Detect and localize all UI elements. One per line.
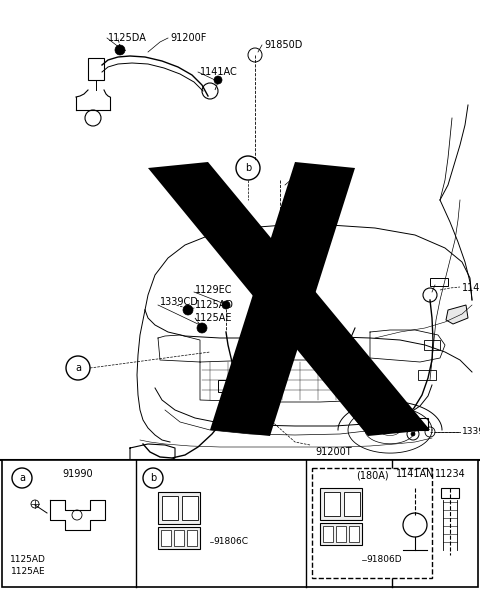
Text: 1141AC: 1141AC [200, 67, 238, 77]
Text: 91990: 91990 [63, 469, 93, 479]
Bar [162, 496, 178, 520]
Bar [174, 530, 184, 546]
Text: b: b [150, 473, 156, 483]
Text: a: a [75, 363, 81, 373]
Circle shape [197, 323, 207, 333]
Bar [398, 418, 428, 430]
Text: 91200F: 91200F [170, 33, 206, 43]
Bar [349, 526, 359, 542]
Bar [424, 340, 440, 350]
Text: 1327AC: 1327AC [295, 170, 333, 180]
Bar [158, 527, 200, 549]
Bar [161, 530, 171, 546]
Circle shape [274, 252, 286, 264]
Text: (180A): (180A) [356, 471, 388, 481]
Bar [158, 492, 200, 524]
Text: 91200T: 91200T [315, 447, 352, 457]
Bar [441, 488, 459, 498]
Circle shape [183, 305, 193, 315]
Circle shape [115, 45, 125, 55]
Polygon shape [446, 305, 468, 324]
Text: b: b [245, 163, 251, 173]
Bar [324, 492, 340, 516]
Polygon shape [210, 162, 355, 436]
Circle shape [214, 76, 222, 84]
Bar [320, 523, 362, 545]
Text: 1125AE: 1125AE [195, 313, 232, 323]
Text: 11234: 11234 [434, 469, 466, 479]
Text: 1129EC: 1129EC [195, 285, 232, 295]
Text: 1125AE: 1125AE [11, 567, 45, 577]
Text: a: a [19, 473, 25, 483]
Bar [336, 526, 346, 542]
Bar [344, 492, 360, 516]
Bar [430, 278, 448, 286]
Bar [418, 370, 436, 380]
Text: 91850D: 91850D [264, 40, 302, 50]
Bar [187, 530, 197, 546]
Text: 1141AN: 1141AN [396, 469, 434, 479]
Bar [88, 58, 104, 80]
Bar [320, 488, 362, 520]
Circle shape [222, 301, 230, 309]
Text: 1125AD: 1125AD [195, 300, 234, 310]
Text: 1125AD: 1125AD [10, 555, 46, 564]
Bar [323, 526, 333, 542]
Bar [312, 468, 432, 578]
Bar [182, 496, 198, 520]
Polygon shape [148, 162, 430, 436]
Text: 91806C: 91806C [213, 538, 248, 547]
Bar [2, 460, 478, 587]
Text: 1140JF: 1140JF [462, 283, 480, 293]
Text: 1125DA: 1125DA [108, 33, 147, 43]
Bar [218, 380, 238, 392]
Text: 13396: 13396 [462, 428, 480, 436]
Text: 91806D: 91806D [366, 555, 402, 564]
Text: 1339CD: 1339CD [160, 297, 199, 307]
Circle shape [411, 432, 415, 436]
